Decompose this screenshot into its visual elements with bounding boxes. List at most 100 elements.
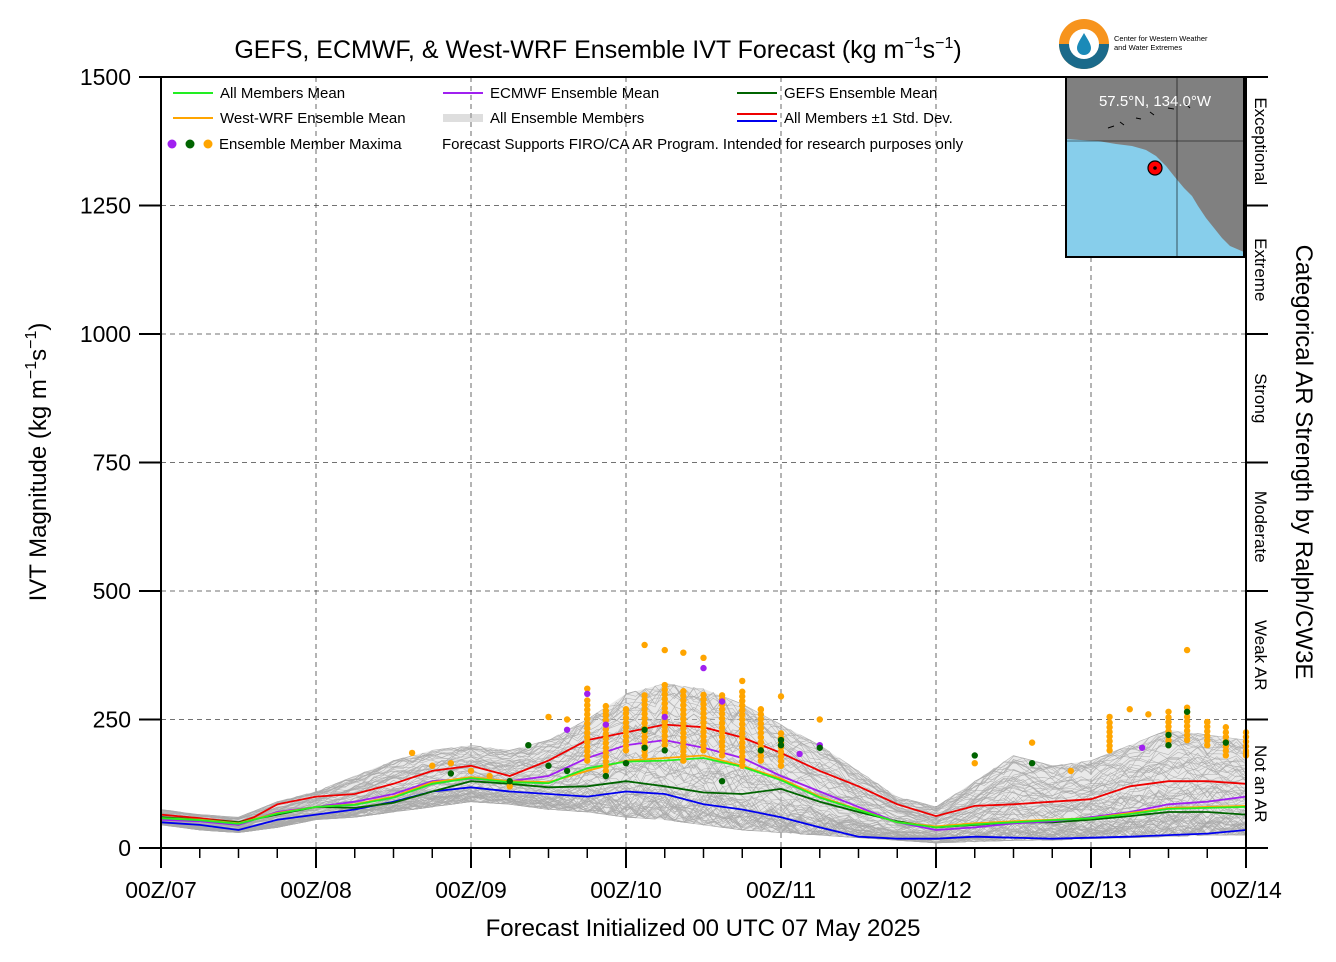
maxima-point-westwrf: [700, 747, 707, 754]
maxima-point-westwrf: [700, 737, 707, 745]
water-drop-icon: [1077, 33, 1091, 55]
maxima-point-westwrf: [757, 738, 765, 746]
maxima-point-westwrf: [1106, 747, 1113, 754]
maxima-point-westwrf: [739, 748, 746, 756]
maxima-point-gefs: [506, 777, 513, 785]
maxima-point-gefs: [641, 744, 648, 751]
x-tick-label: 00Z/08: [280, 877, 352, 903]
legend-label: All Ensemble Members: [490, 110, 644, 127]
maxima-point-westwrf: [700, 728, 707, 736]
maxima-point-westwrf: [584, 720, 591, 727]
maxima-point-westwrf: [739, 762, 746, 769]
all-members-1-std-dev-line: [160, 786, 1247, 840]
maxima-point-westwrf: [739, 757, 746, 765]
maxima-point-gefs: [525, 742, 532, 749]
maxima-point-westwrf: [680, 701, 687, 709]
maxima-point-westwrf: [777, 730, 785, 737]
maxima-point-westwrf: [718, 724, 726, 731]
maxima-point-westwrf: [718, 733, 726, 741]
x-axis-label: Forecast Initialized 00 UTC 07 May 2025: [486, 915, 921, 942]
legend-maxima-dot: [185, 139, 195, 149]
all-members-mean-line: [160, 757, 1247, 829]
maxima-point-westwrf: [739, 697, 746, 705]
ensemble-member-line: [160, 795, 1247, 843]
maxima-point-westwrf: [661, 700, 668, 707]
maxima-point-westwrf: [641, 701, 648, 708]
maxima-point-westwrf: [718, 719, 726, 727]
maxima-point-westwrf: [739, 711, 746, 719]
maxima-point-westwrf: [641, 706, 648, 713]
maxima-point-gefs: [757, 747, 765, 754]
maxima-point-westwrf: [739, 677, 746, 685]
maxima-point-westwrf: [680, 729, 687, 737]
category-label: Exceptional: [1251, 97, 1270, 185]
maxima-point-ecmwf: [602, 721, 610, 728]
maxima-point-westwrf: [757, 734, 765, 741]
maxima-point-westwrf: [429, 762, 436, 769]
maxima-point-westwrf: [584, 725, 591, 732]
maxima-point-westwrf: [700, 733, 707, 740]
maxima-point-westwrf: [584, 729, 591, 737]
y-tick-label: 1250: [80, 193, 131, 219]
maxima-point-westwrf: [757, 752, 765, 760]
maxima-point-westwrf: [739, 739, 746, 746]
maxima-point-westwrf: [641, 719, 648, 727]
gefs-ensemble-mean-line: [160, 780, 1247, 829]
logo-text-line2: and Water Extremes: [1114, 43, 1182, 52]
maxima-point-westwrf: [718, 706, 726, 713]
maxima-point-westwrf: [680, 715, 687, 723]
maxima-point-westwrf: [584, 711, 591, 718]
maxima-point-westwrf: [718, 743, 726, 750]
maxima-point-westwrf: [622, 714, 630, 722]
maxima-point-westwrf: [486, 772, 493, 780]
maxima-point-westwrf: [739, 734, 746, 742]
ensemble-member-line: [160, 742, 1247, 826]
maxima-point-westwrf: [1204, 723, 1211, 730]
maxima-point-gefs: [1222, 739, 1230, 746]
maxima-point-westwrf: [680, 748, 687, 755]
maxima-point-gefs: [1165, 731, 1172, 739]
maxima-point-westwrf: [1183, 736, 1191, 744]
maxima-point-westwrf: [718, 715, 726, 722]
maxima-point-westwrf: [584, 738, 591, 746]
land-mass: [1066, 77, 1244, 252]
maxima-point-ecmwf: [1138, 744, 1146, 751]
maxima-point-westwrf: [1222, 747, 1230, 755]
maxima-point-westwrf: [1106, 713, 1113, 721]
maxima-point-westwrf: [757, 725, 765, 732]
maxima-point-gefs: [971, 752, 978, 759]
ensemble-member-line: [160, 751, 1247, 830]
maxima-point-westwrf: [1204, 742, 1211, 749]
maxima-point-westwrf: [661, 728, 668, 735]
maxima-point-westwrf: [680, 692, 687, 700]
maxima-point-westwrf: [602, 726, 610, 733]
maxima-point-westwrf: [641, 710, 648, 718]
maxima-point-westwrf: [1204, 737, 1211, 744]
maxima-point-westwrf: [641, 696, 648, 704]
maxima-point-westwrf: [680, 743, 687, 750]
maxima-point-westwrf: [602, 758, 610, 765]
maxima-point-westwrf: [680, 649, 687, 656]
maxima-point-westwrf: [622, 737, 630, 745]
series-lines: [160, 723, 1247, 840]
maxima-point-westwrf: [1222, 733, 1230, 741]
maxima-point-westwrf: [1204, 718, 1211, 726]
maxima-point-westwrf: [584, 706, 591, 713]
x-tick-label: 00Z/13: [1055, 877, 1127, 903]
maxima-point-westwrf: [602, 702, 610, 710]
maxima-point-westwrf: [661, 691, 668, 698]
maxima-point-westwrf: [1106, 728, 1113, 736]
x-tick-label: 00Z/10: [590, 877, 662, 903]
legend-maxima-dot: [167, 139, 177, 149]
maxima-point-westwrf: [700, 691, 707, 699]
category-label: Strong: [1251, 373, 1270, 423]
maxima-point-westwrf: [757, 715, 765, 723]
maxima-point-westwrf: [602, 744, 610, 751]
maxima-point-westwrf: [1165, 737, 1172, 744]
y-tick-label: 250: [93, 707, 131, 733]
maxima-point-westwrf: [757, 757, 765, 764]
maxima-point-westwrf: [777, 693, 785, 700]
legend-label: Ensemble Member Maxima: [219, 136, 402, 153]
maxima-point-westwrf: [584, 701, 591, 709]
maxima-point-gefs: [816, 744, 823, 751]
